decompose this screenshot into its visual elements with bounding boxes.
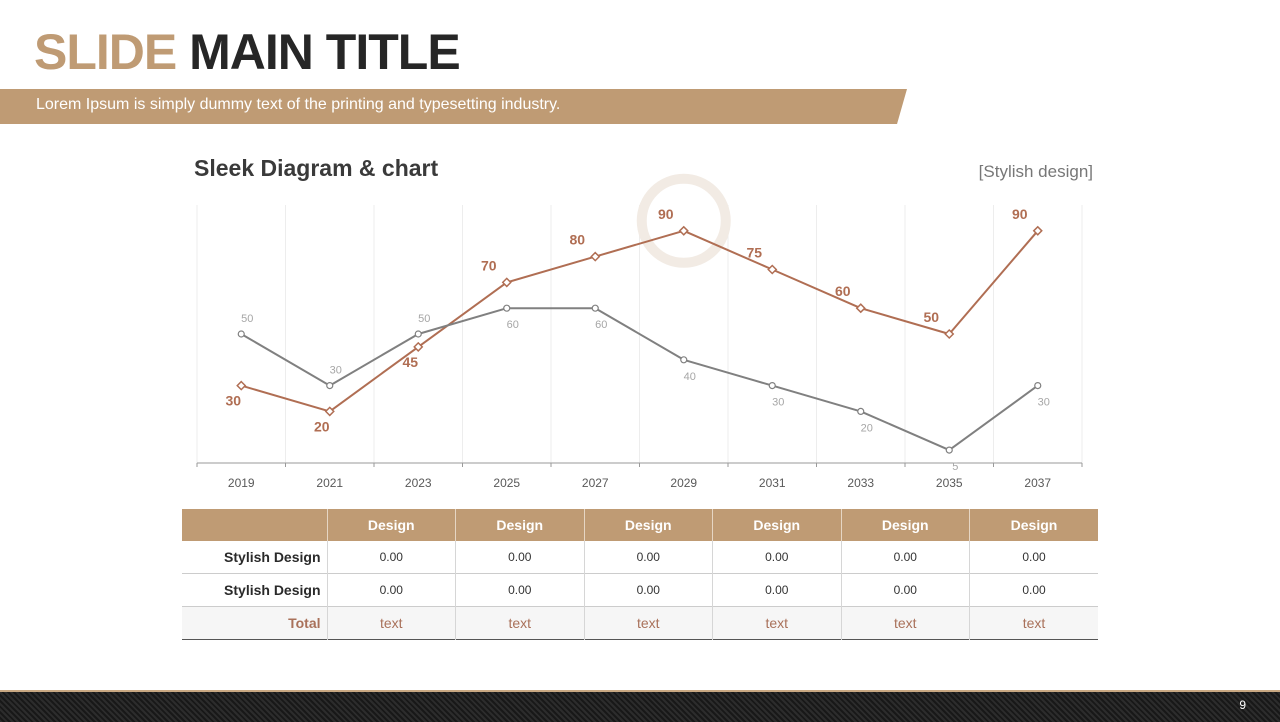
data-point <box>767 264 778 275</box>
table-corner <box>182 509 327 541</box>
table-cell: 0.00 <box>583 573 713 607</box>
data-label: 80 <box>569 232 585 248</box>
data-label: 60 <box>507 319 519 331</box>
data-point <box>857 407 865 415</box>
table-row: Stylish Design 0.00 0.00 0.00 0.00 0.00 … <box>182 541 1098 574</box>
data-table: Design Design Design Design Design Desig… <box>182 509 1098 640</box>
data-label: 75 <box>746 245 762 261</box>
x-tick-label: 2023 <box>405 476 432 490</box>
data-label: 90 <box>1012 206 1028 222</box>
table-header-row: Design Design Design Design Design Desig… <box>182 509 1098 541</box>
data-label: 50 <box>923 309 939 325</box>
table-header: Design <box>326 509 456 541</box>
x-tick-label: 2027 <box>582 476 609 490</box>
data-label: 20 <box>314 418 330 434</box>
table-total-row: Total text text text text text text <box>182 606 1098 640</box>
slide-title-part2: MAIN TITLE <box>189 24 461 80</box>
table-cell: 0.00 <box>326 573 456 607</box>
table-header: Design <box>969 509 1098 541</box>
row-label: Stylish Design <box>224 549 321 565</box>
table-cell: 0.00 <box>326 541 456 574</box>
x-tick-label: 2037 <box>1024 476 1051 490</box>
subtitle-text: Lorem Ipsum is simply dummy text of the … <box>36 96 561 113</box>
table-cell: 0.00 <box>969 573 1098 607</box>
data-point <box>590 251 601 262</box>
table-row: Stylish Design 0.00 0.00 0.00 0.00 0.00 … <box>182 573 1098 607</box>
data-point <box>324 406 335 417</box>
total-cell: text <box>840 606 970 640</box>
x-tick-label: 2019 <box>228 476 255 490</box>
data-label: 60 <box>595 319 607 331</box>
slide-title-part1: SLIDE <box>34 24 177 80</box>
total-label: Total <box>288 615 321 631</box>
table-cell: 0.00 <box>712 541 841 574</box>
data-point <box>678 225 689 236</box>
data-label: 70 <box>481 257 497 273</box>
data-point <box>591 304 599 312</box>
data-label: 30 <box>225 393 241 409</box>
table-cell: 0.00 <box>455 541 584 574</box>
x-tick-label: 2029 <box>670 476 697 490</box>
chart-title: Sleek Diagram & chart <box>194 155 439 181</box>
data-label: 30 <box>1038 397 1050 409</box>
data-label: 30 <box>330 365 342 377</box>
table-cell: 0.00 <box>840 541 970 574</box>
subtitle-banner: Lorem Ipsum is simply dummy text of the … <box>0 89 907 124</box>
data-label: 60 <box>835 283 851 299</box>
data-point <box>236 380 247 391</box>
line-chart: 2019 2021 2023 2025 2027 2029 2031 2033 2035 2037… <box>196 173 1083 490</box>
table-cell: 0.00 <box>455 573 584 607</box>
page-number: 9 <box>1239 698 1246 712</box>
data-label: 5 <box>952 461 958 473</box>
chart-note: [Stylish design] <box>978 162 1093 181</box>
table-cell: 0.00 <box>840 573 970 607</box>
x-tick-label: 2035 <box>936 476 963 490</box>
table-header: Design <box>583 509 713 541</box>
data-label: 40 <box>684 371 696 383</box>
data-point <box>413 341 424 352</box>
total-cell: text <box>969 606 1098 640</box>
data-point <box>768 382 776 390</box>
table-header: Design <box>455 509 584 541</box>
total-cell: text <box>455 606 584 640</box>
x-tick-label: 2033 <box>847 476 874 490</box>
slide-title: SLIDE MAIN TITLE <box>34 22 461 82</box>
x-tick-label: 2031 <box>759 476 786 490</box>
data-point <box>1034 382 1042 390</box>
total-cell: text <box>712 606 841 640</box>
x-tick-label: 2025 <box>493 476 520 490</box>
data-label: 90 <box>658 206 674 222</box>
table-cell: 0.00 <box>712 573 841 607</box>
data-label: 45 <box>402 354 418 370</box>
footer-bar: 9 <box>0 690 1280 722</box>
data-label: 50 <box>418 313 430 325</box>
data-label: 50 <box>241 313 253 325</box>
data-label: 30 <box>772 397 784 409</box>
data-point <box>944 328 955 340</box>
table-header: Design <box>840 509 970 541</box>
total-cell: text <box>583 606 713 640</box>
series-line <box>240 307 1039 452</box>
row-label: Stylish Design <box>224 582 321 598</box>
series-line <box>240 229 1039 413</box>
data-point <box>855 303 866 314</box>
table-cell: 0.00 <box>583 541 713 574</box>
data-point <box>945 446 953 454</box>
data-point <box>501 277 512 288</box>
highlight-ring <box>636 173 731 268</box>
table-header: Design <box>712 509 841 541</box>
data-point <box>237 330 245 338</box>
total-cell: text <box>326 606 456 640</box>
data-point <box>503 304 511 312</box>
data-point <box>680 356 688 364</box>
data-point <box>414 330 422 338</box>
data-point <box>1032 225 1043 236</box>
data-label: 20 <box>861 422 873 434</box>
table-cell: 0.00 <box>969 541 1098 574</box>
data-point <box>326 382 334 390</box>
x-tick-label: 2021 <box>316 476 343 490</box>
